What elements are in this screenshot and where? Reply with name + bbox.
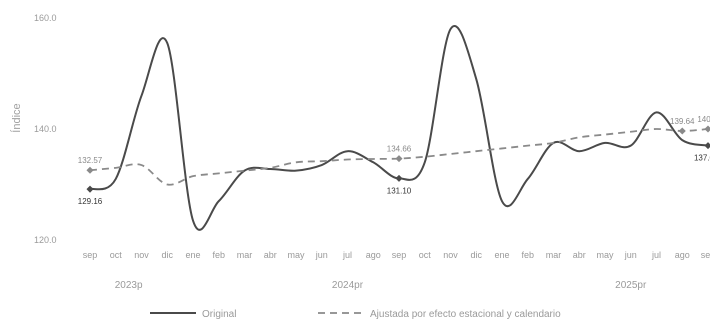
x-tick-label: sep	[392, 250, 407, 260]
x-tick-label: abr	[264, 250, 277, 260]
x-tick-label: dic	[161, 250, 173, 260]
data-point-marker	[395, 155, 403, 163]
data-label: 139.64	[670, 117, 695, 126]
x-tick-label: abr	[573, 250, 586, 260]
y-tick-label: 120.0	[34, 235, 57, 245]
x-tick-label: nov	[134, 250, 149, 260]
year-label: 2025pr	[615, 280, 647, 291]
series-line-ajustada	[89, 128, 709, 186]
x-tick-label: dic	[470, 250, 482, 260]
x-tick-label: oct	[110, 250, 123, 260]
x-tick-label: feb	[521, 250, 534, 260]
x-tick-label: ago	[366, 250, 381, 260]
y-axis-ticks: 160.0 140.0 120.0	[34, 13, 57, 245]
series-lines	[89, 25, 709, 231]
data-point-marker	[395, 174, 403, 182]
x-tick-label: jun	[315, 250, 328, 260]
year-labels: 2023p 2024pr 2025pr	[115, 280, 647, 291]
x-tick-label: jul	[651, 250, 661, 260]
data-label: 137.0	[694, 154, 710, 163]
x-tick-label: may	[596, 250, 614, 260]
x-tick-label: sep	[83, 250, 98, 260]
data-label: 140	[697, 115, 710, 124]
legend-label-original: Original	[202, 309, 236, 320]
data-point-marker	[678, 127, 686, 135]
x-tick-label: mar	[237, 250, 253, 260]
data-label: 134.66	[387, 145, 412, 154]
legend-label-ajustada: Ajustada por efecto estacional y calenda…	[370, 309, 561, 320]
x-tick-label: jun	[624, 250, 637, 260]
x-tick-label: jul	[342, 250, 352, 260]
x-tick-label: ene	[494, 250, 509, 260]
data-label: 131.10	[387, 186, 412, 195]
data-point-marker	[86, 185, 94, 193]
data-label: 132.57	[78, 156, 103, 165]
x-axis-ticks: sep oct nov dic ene feb mar abr may jun jul ago sep o…	[83, 250, 710, 260]
data-point-marker	[704, 125, 710, 133]
year-label: 2023p	[115, 280, 143, 291]
series-line-original	[89, 25, 709, 231]
data-point-marker	[86, 166, 94, 174]
x-tick-label: feb	[212, 250, 225, 260]
data-point-marker	[704, 142, 710, 150]
x-tick-label: ago	[675, 250, 690, 260]
data-label: 129.16	[78, 197, 103, 206]
x-tick-label: sep	[701, 250, 710, 260]
legend: Original Ajustada por efecto estacional y…	[150, 309, 561, 320]
y-tick-label: 160.0	[34, 13, 57, 23]
x-tick-label: oct	[419, 250, 432, 260]
year-label: 2024pr	[332, 280, 364, 291]
x-tick-label: nov	[443, 250, 458, 260]
x-tick-label: mar	[546, 250, 562, 260]
y-axis-label: Índice	[10, 103, 23, 132]
x-tick-label: ene	[185, 250, 200, 260]
x-tick-label: may	[287, 250, 305, 260]
y-tick-label: 140.0	[34, 124, 57, 134]
